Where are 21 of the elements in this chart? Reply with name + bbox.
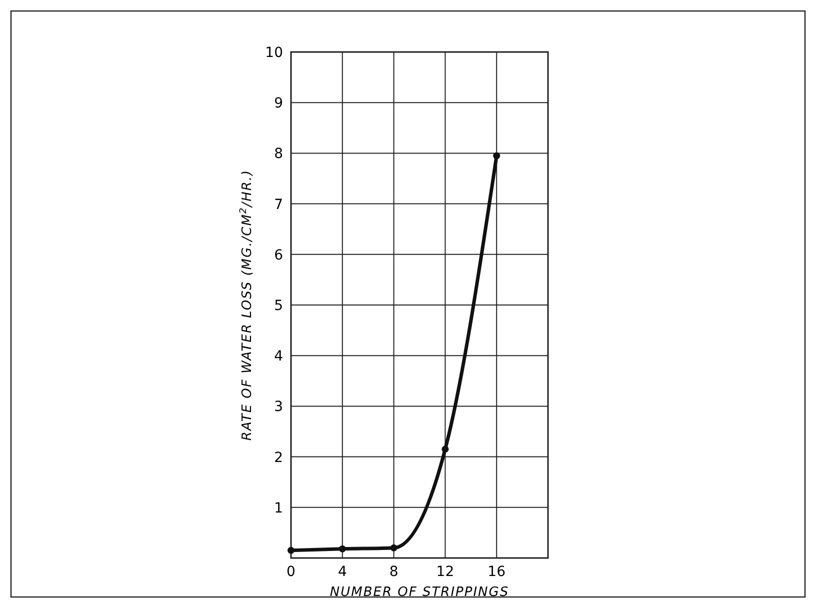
x-tick-label: 0 [286, 564, 296, 580]
point [338, 545, 346, 552]
y-tick-label: 1 [274, 500, 283, 516]
y-tick-label: 3 [274, 399, 283, 416]
y-tick-label: 10 [265, 45, 283, 61]
y-tick-label: 5 [274, 298, 283, 314]
y-tick-label: 2 [274, 450, 283, 466]
y-tick-label: 6 [274, 247, 284, 264]
point [442, 446, 449, 453]
x-tick-label: 8 [389, 564, 398, 580]
x-tick-label: 12 [436, 564, 454, 580]
point [390, 544, 398, 552]
y-tick-label: 9 [274, 96, 283, 112]
y-tick-label: 8 [274, 146, 283, 162]
x-axis-title: NUMBER OF STRIPPINGS [330, 585, 510, 600]
x-tick-label: 4 [338, 564, 347, 580]
point [288, 546, 294, 554]
x-tick-label: 16 [488, 564, 506, 580]
y-tick-label: 7 [274, 196, 283, 213]
y-tick-label: 4 [274, 348, 284, 365]
point [493, 152, 500, 160]
